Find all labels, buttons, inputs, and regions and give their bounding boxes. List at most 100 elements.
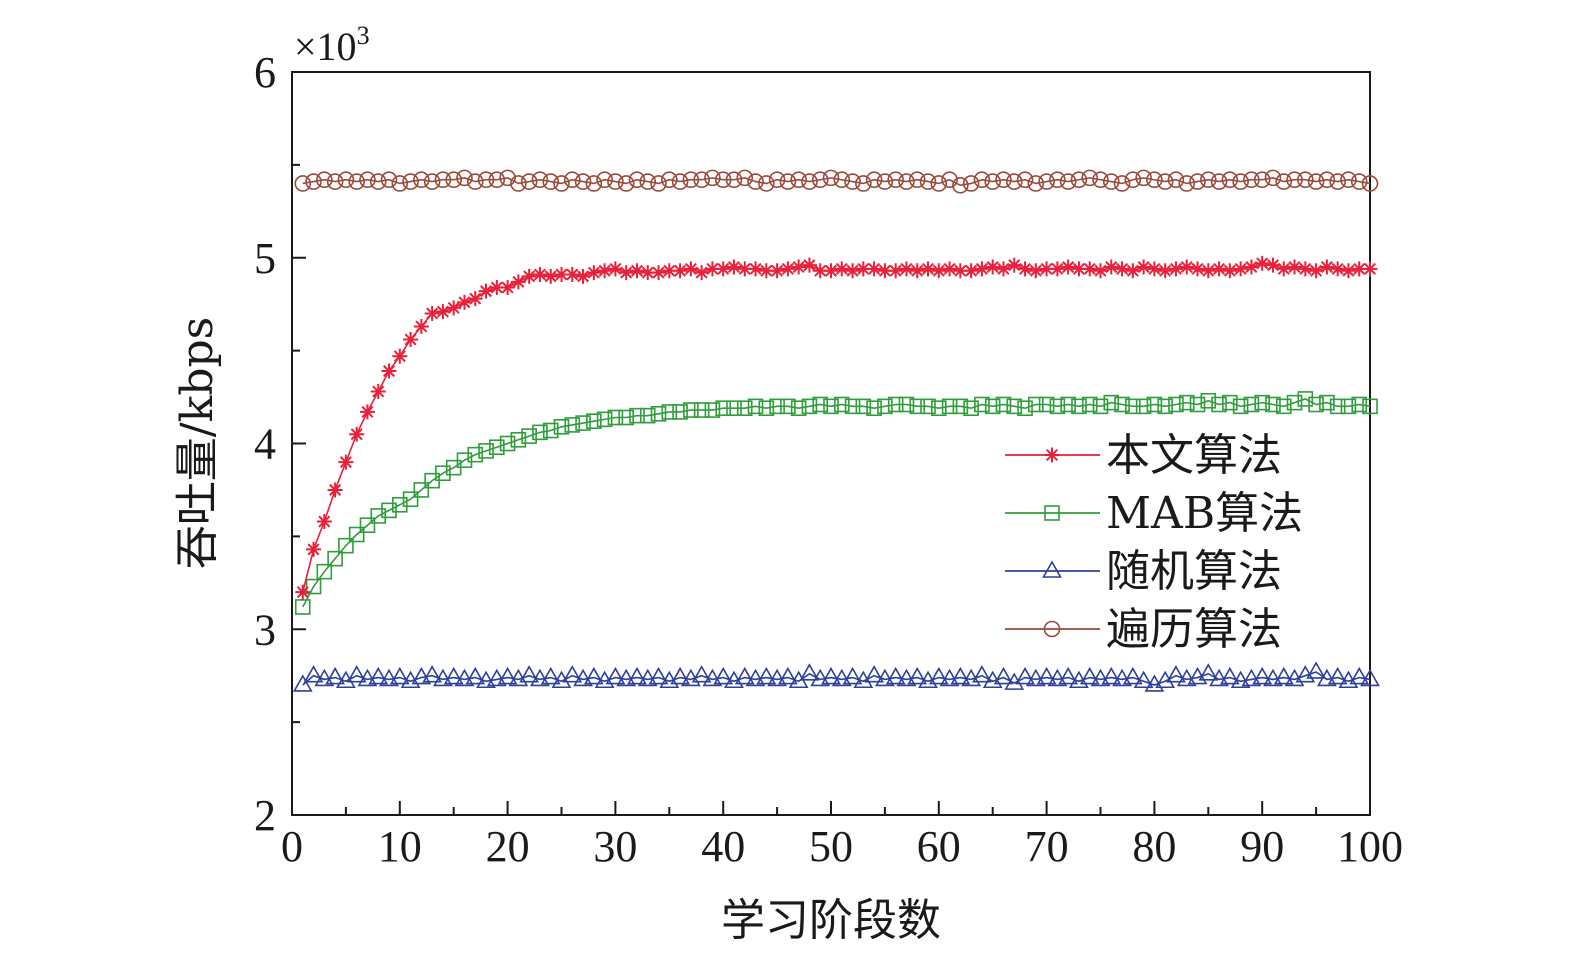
legend-item-1: 本文算法 xyxy=(1005,430,1282,481)
data-point xyxy=(939,668,960,687)
data-point xyxy=(346,665,367,683)
data-point xyxy=(359,171,376,189)
data-point xyxy=(1157,263,1173,279)
data-point xyxy=(1122,666,1143,685)
data-point xyxy=(1135,398,1152,415)
data-point xyxy=(1039,261,1055,277)
data-point xyxy=(1070,171,1088,189)
data-point xyxy=(670,666,690,685)
data-point xyxy=(1243,396,1260,413)
data-point xyxy=(758,175,775,192)
data-point xyxy=(1327,666,1348,685)
data-point xyxy=(683,261,699,277)
data-point xyxy=(392,348,408,364)
data-point xyxy=(316,171,333,189)
data-point xyxy=(651,265,667,281)
data-point xyxy=(413,318,429,334)
data-point xyxy=(295,584,311,600)
data-point xyxy=(1340,398,1357,415)
data-point xyxy=(1071,261,1087,277)
data-point xyxy=(467,446,484,463)
data-point xyxy=(661,263,677,279)
data-point xyxy=(456,452,473,469)
data-point xyxy=(1254,394,1270,411)
data-point xyxy=(683,402,699,418)
data-point xyxy=(445,171,463,189)
data-point xyxy=(1047,668,1068,687)
legend-marker xyxy=(1042,560,1062,578)
data-point xyxy=(661,404,678,420)
data-point xyxy=(434,171,452,189)
data-point xyxy=(1178,175,1196,192)
data-point xyxy=(618,409,634,426)
data-point xyxy=(823,398,839,415)
data-point xyxy=(995,171,1012,189)
data-point xyxy=(326,173,344,190)
data-point xyxy=(691,665,712,683)
data-point xyxy=(586,413,602,430)
data-point xyxy=(1254,255,1270,271)
data-point xyxy=(1211,396,1227,413)
data-point xyxy=(403,331,419,347)
data-point xyxy=(855,175,872,192)
legend-marker xyxy=(1044,505,1060,521)
legend-item-3: 随机算法 xyxy=(1005,546,1282,597)
data-point xyxy=(543,268,559,284)
data-point xyxy=(499,435,516,452)
data-point xyxy=(1211,261,1227,277)
data-point xyxy=(812,263,828,279)
data-point xyxy=(1025,668,1046,687)
data-point xyxy=(607,409,624,426)
data-point xyxy=(756,666,777,685)
data-point xyxy=(477,171,495,189)
data-point xyxy=(466,173,484,190)
data-point xyxy=(389,666,410,685)
y-axis: 2 3 4 5 6 xyxy=(254,48,306,840)
x-tick-label: 100 xyxy=(1337,822,1403,871)
data-point xyxy=(888,263,904,279)
x-tick-label: 50 xyxy=(809,822,853,871)
y-scale-prefix: ×10 xyxy=(294,24,357,69)
data-point xyxy=(714,171,732,189)
data-point xyxy=(1017,261,1033,277)
y-tick-label: 5 xyxy=(254,234,276,283)
data-point xyxy=(1082,261,1098,277)
data-point xyxy=(758,400,775,417)
data-point xyxy=(327,550,343,567)
data-point xyxy=(381,502,397,519)
data-point xyxy=(875,668,895,687)
data-point xyxy=(650,405,667,422)
data-point xyxy=(1209,668,1229,687)
data-point xyxy=(639,173,657,190)
data-point xyxy=(1125,263,1141,279)
data-point xyxy=(1114,261,1130,277)
data-point xyxy=(780,398,796,415)
data-point xyxy=(618,265,634,281)
data-point xyxy=(995,261,1011,277)
data-point xyxy=(1157,398,1173,415)
data-point xyxy=(726,400,742,417)
data-point xyxy=(573,668,593,687)
data-point xyxy=(1243,259,1259,275)
data-point xyxy=(1005,173,1023,190)
data-point xyxy=(1275,398,1292,415)
data-point xyxy=(845,263,861,279)
series-layer xyxy=(292,169,1380,692)
data-point xyxy=(629,407,645,424)
data-point xyxy=(1340,263,1356,279)
data-point xyxy=(973,171,991,189)
data-point xyxy=(379,668,399,687)
data-point xyxy=(715,400,732,417)
y-axis-title: 吞吐量/kbps xyxy=(172,317,223,569)
data-point xyxy=(909,398,926,415)
data-point xyxy=(303,665,324,683)
data-point xyxy=(1146,261,1162,277)
data-point xyxy=(510,274,526,290)
data-point xyxy=(424,305,440,321)
data-point xyxy=(801,173,818,190)
data-point xyxy=(801,257,817,273)
data-point xyxy=(467,291,483,307)
data-point xyxy=(1027,175,1045,192)
data-point xyxy=(607,173,624,190)
data-point xyxy=(1124,171,1142,189)
